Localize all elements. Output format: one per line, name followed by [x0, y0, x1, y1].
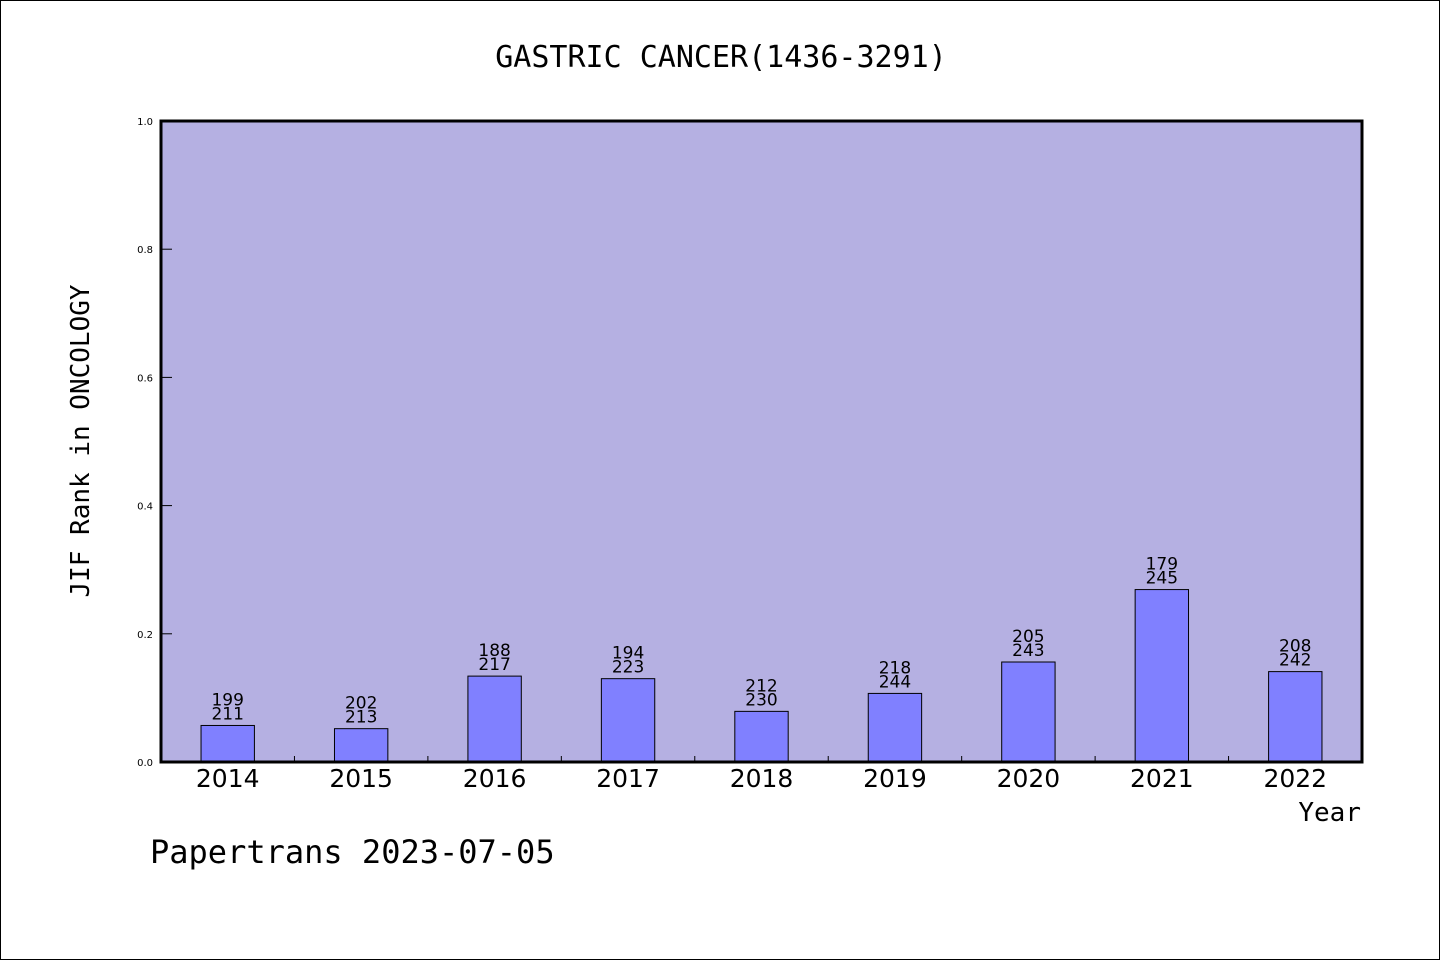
y-tick-label: 0.2: [137, 630, 153, 641]
bar-label-top: 205: [1012, 627, 1044, 647]
bar-label-bottom: 243: [1012, 641, 1044, 661]
bar-2020: [1001, 661, 1056, 763]
x-tick-label: 2014: [196, 764, 260, 793]
x-tick-label: 2019: [863, 764, 927, 793]
x-tick-label: 2020: [997, 764, 1061, 793]
x-tick-label: 2016: [463, 764, 527, 793]
footer-text: Papertrans 2023-07-05: [150, 833, 555, 871]
bar-label-bottom: 223: [612, 658, 644, 678]
bars-layer: 1992112022131882171942232122302182442052…: [200, 555, 1323, 763]
bar-label-bottom: 230: [745, 690, 777, 710]
bar-label-top: 218: [879, 658, 911, 678]
bar-2018: [734, 710, 789, 763]
x-tick-label: 2015: [329, 764, 393, 793]
x-axis-label: Year: [1298, 798, 1361, 828]
bar-label-bottom: 242: [1279, 651, 1311, 671]
y-tick-label: 0.6: [137, 373, 153, 384]
bar-label-bottom: 217: [478, 655, 510, 675]
x-tick-label: 2022: [1263, 764, 1327, 793]
bar-label-top: 202: [345, 694, 377, 714]
x-tick-label: 2021: [1130, 764, 1194, 793]
bar-label-top: 199: [211, 690, 243, 710]
y-tick-label: 0.4: [137, 502, 153, 513]
x-tick-label: 2017: [596, 764, 660, 793]
chart-title: GASTRIC CANCER(1436-3291): [495, 40, 947, 75]
bar-label-top: 179: [1146, 555, 1178, 575]
x-axis-ticks: 2014 2015 2016 2017 2018 2019 2020 2021 2022: [196, 756, 1327, 793]
bar-label-top: 194: [612, 644, 644, 664]
bar-label-bottom: 211: [211, 704, 243, 724]
bar-2022: [1268, 671, 1323, 763]
y-axis-label: JIF Rank in ONCOLOGY: [66, 284, 96, 597]
y-tick-label: 1.0: [137, 117, 153, 128]
bar-2014: [200, 724, 255, 763]
bar-label-bottom: 213: [345, 708, 377, 728]
y-tick-label: 0.8: [137, 245, 153, 256]
bar-2017: [600, 678, 656, 763]
bar-2019: [867, 692, 923, 763]
bar-label-top: 188: [478, 641, 510, 661]
bar-2016: [467, 675, 522, 763]
y-tick-label: 0.0: [137, 758, 153, 769]
bar-label-top: 212: [745, 676, 777, 696]
bar-label-top: 208: [1279, 637, 1311, 657]
bar-label-bottom: 244: [879, 672, 911, 692]
bar-2021: [1134, 589, 1190, 763]
x-tick-label: 2018: [730, 764, 794, 793]
bar-2015: [333, 728, 389, 763]
bar-label-bottom: 245: [1146, 569, 1178, 589]
plot-border: [159, 119, 1364, 764]
